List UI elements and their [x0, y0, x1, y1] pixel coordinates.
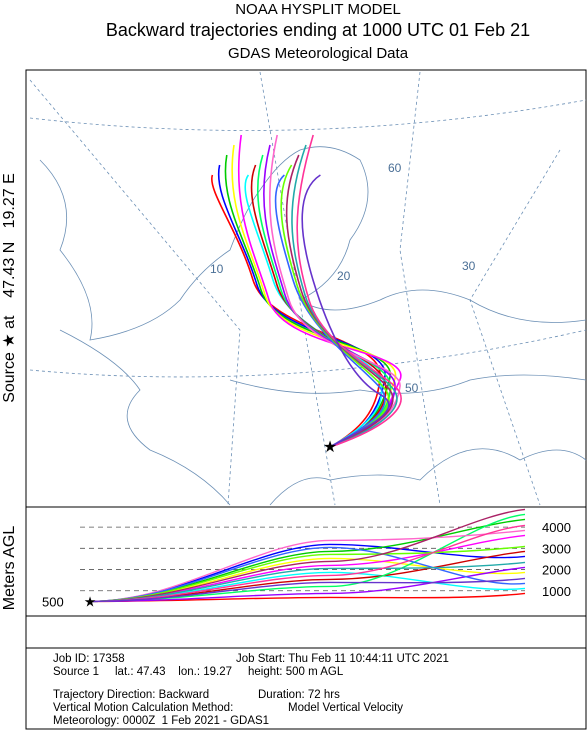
frame — [25, 69, 587, 730]
height-trace — [89, 508, 526, 603]
grid-label: 30 — [462, 259, 476, 273]
y-tick-label: 2000 — [542, 563, 571, 578]
footer-text: Trajectory Direction: Backward — [53, 689, 209, 701]
grid-label: 10 — [210, 262, 224, 276]
trajectory — [301, 174, 390, 448]
longitude-line — [399, 71, 441, 506]
coastline — [269, 448, 587, 506]
y-tick-label: 3000 — [542, 541, 571, 556]
title-line3: GDAS Meteorological Data — [228, 45, 409, 62]
map — [29, 71, 587, 506]
title-line1: NOAA HYSPLIT MODEL — [235, 1, 401, 18]
footer-text: Model Vertical Velocity — [288, 702, 403, 714]
source-label: Source ★ at 47.43 N 19.27 E — [1, 173, 18, 403]
longitude-line — [469, 149, 561, 506]
longitude-line — [29, 79, 241, 506]
footer-text: Job ID: 17358 — [53, 653, 125, 665]
grid-label: 20 — [337, 269, 351, 283]
grid-label: 60 — [388, 161, 402, 175]
y-tick-label: 4000 — [542, 520, 571, 535]
footer-text: Meteorology: 0000Z 1 Feb 2021 - GDAS1 — [53, 715, 269, 727]
height-trace — [89, 546, 526, 603]
grid-label: 50 — [405, 381, 419, 395]
latitude-line — [29, 99, 587, 131]
height-trace — [89, 592, 526, 603]
trajectory — [256, 154, 391, 448]
height-trace — [89, 561, 526, 603]
start-height-label: 500 — [42, 594, 64, 609]
longitude-line — [259, 71, 336, 506]
source-marker: ★ — [323, 439, 337, 456]
trajectory — [231, 144, 397, 448]
trajectory — [296, 134, 402, 448]
title-line2: Backward trajectories ending at 1000 UTC… — [106, 20, 530, 40]
trajectories — [210, 134, 402, 448]
start-marker: ★ — [84, 593, 97, 609]
height-trace — [89, 529, 526, 603]
trajectory — [210, 174, 381, 448]
latitude-line — [29, 329, 587, 378]
coastline — [39, 146, 587, 341]
trajectory — [280, 164, 390, 448]
height-trace — [89, 513, 526, 603]
footer-text: Duration: 72 hrs — [258, 689, 340, 701]
footer-text: Source 1 lat.: 47.43 lon.: 19.27 height:… — [53, 666, 344, 678]
coastline — [59, 329, 231, 506]
height-trace — [89, 524, 526, 603]
border — [229, 374, 587, 394]
height-trace — [89, 566, 526, 603]
height-panel: 1000 2000 3000 4000 500 ★ — [42, 508, 571, 609]
height-trace — [89, 577, 526, 603]
footer-text: Vertical Motion Calculation Method: — [53, 702, 233, 714]
trajectory — [274, 174, 386, 448]
footer-text: Job Start: Thu Feb 11 10:44:11 UTC 2021 — [236, 653, 449, 665]
height-trace — [89, 545, 526, 603]
y-axis-label: Meters AGL — [1, 526, 18, 611]
y-tick-label: 1000 — [542, 584, 571, 599]
